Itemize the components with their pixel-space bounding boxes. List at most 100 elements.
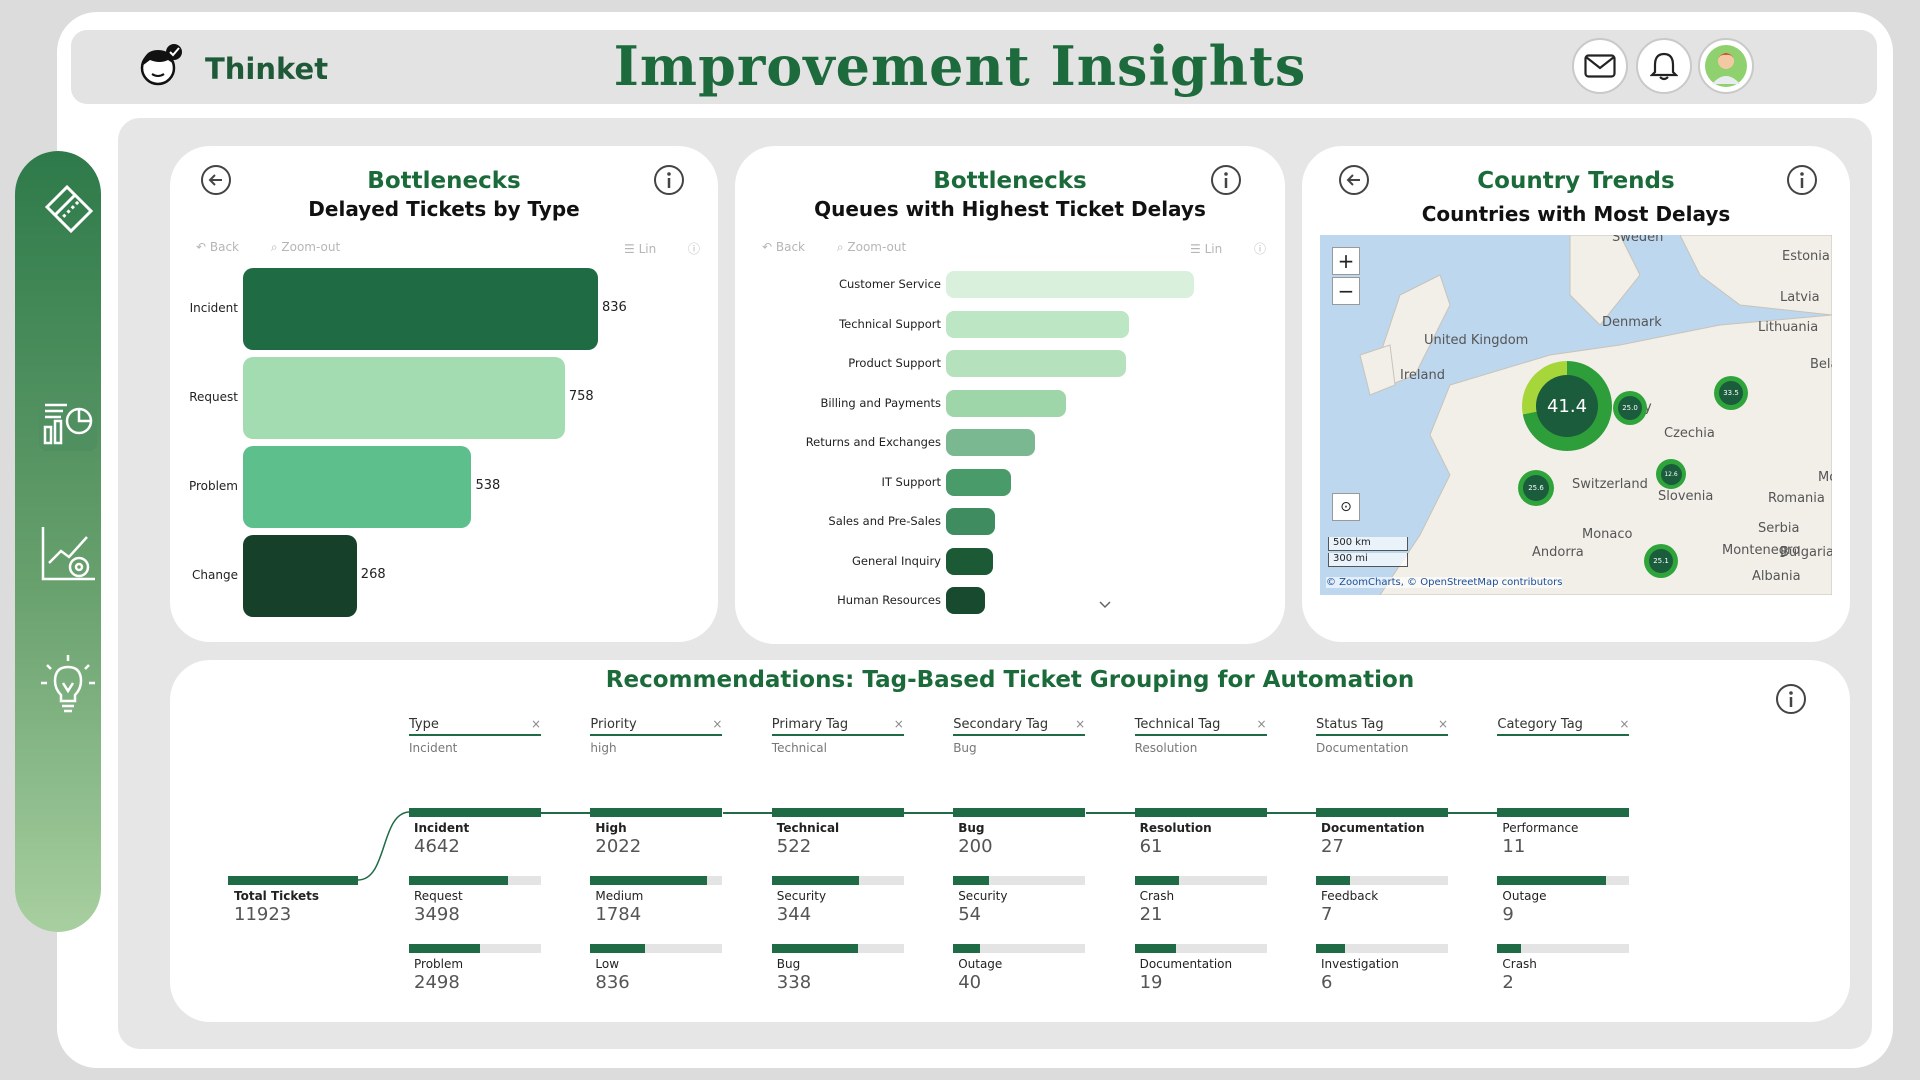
node-bar[interactable] <box>1134 808 1267 817</box>
back-arrow-icon[interactable] <box>1338 164 1370 196</box>
country-cluster-marker[interactable]: 25.0 <box>1613 391 1647 425</box>
node-bar[interactable] <box>1134 944 1267 953</box>
chevron-down-icon[interactable] <box>1098 600 1112 610</box>
back-button[interactable]: ↶ Back <box>196 240 240 254</box>
lightbulb-icon[interactable] <box>37 653 99 715</box>
column-filter-header[interactable]: Priority × <box>590 717 723 736</box>
info-icon[interactable] <box>1210 164 1242 196</box>
help-icon[interactable]: ⓘ <box>688 242 701 256</box>
column-filter-header[interactable]: Category Tag × <box>1497 717 1630 736</box>
node-bar[interactable] <box>1497 808 1630 817</box>
close-icon[interactable]: × <box>1437 717 1448 731</box>
info-icon[interactable] <box>1786 164 1818 196</box>
avatar <box>1705 45 1747 87</box>
zoom-out-button[interactable]: ⌕ Zoom-out <box>836 240 907 254</box>
analytics-dashboard-icon[interactable] <box>37 391 99 453</box>
user-avatar-button[interactable] <box>1698 38 1754 94</box>
node-bar-fill <box>953 876 989 885</box>
bar[interactable] <box>946 389 1066 417</box>
column-filter-header[interactable]: Technical Tag × <box>1134 717 1267 736</box>
country-cluster-marker[interactable]: 33.5 <box>1714 376 1748 410</box>
bar[interactable] <box>946 350 1127 377</box>
node-bar[interactable] <box>1497 944 1630 953</box>
country-map[interactable]: + − ⊙ Sweden Estonia Latvia Lithuania De… <box>1320 235 1832 595</box>
node-label: Bug <box>776 957 801 971</box>
bar[interactable] <box>946 547 993 575</box>
node-bar[interactable] <box>590 944 723 953</box>
bar[interactable] <box>243 357 565 439</box>
growth-settings-icon[interactable] <box>37 523 99 585</box>
column-filter-header[interactable]: Secondary Tag × <box>953 717 1086 736</box>
bar-category-label: General Inquiry <box>852 553 941 568</box>
map-label: Estonia <box>1782 249 1830 264</box>
node-bar[interactable] <box>771 876 904 885</box>
node-bar[interactable] <box>590 876 723 885</box>
info-icon[interactable] <box>653 164 685 196</box>
node-bar[interactable] <box>771 808 904 817</box>
tickets-icon[interactable] <box>37 179 99 241</box>
node-bar[interactable] <box>1316 876 1448 885</box>
close-icon[interactable]: × <box>1619 717 1630 731</box>
node-bar[interactable] <box>1316 808 1448 817</box>
bar[interactable] <box>243 535 357 617</box>
node-bar[interactable] <box>953 808 1086 817</box>
bar[interactable] <box>946 508 996 535</box>
node-label: Problem <box>414 957 464 971</box>
bar[interactable] <box>946 429 1035 456</box>
root-bar <box>228 876 358 885</box>
node-value: 522 <box>776 836 812 857</box>
close-icon[interactable]: × <box>1075 717 1086 731</box>
zoom-in-button[interactable]: + <box>1332 247 1360 275</box>
node-bar[interactable] <box>953 944 1086 953</box>
info-icon[interactable] <box>1775 683 1807 715</box>
node-bar[interactable] <box>1134 876 1267 885</box>
scale-toggle[interactable]: ☰ Lin <box>1190 242 1223 256</box>
lasso-tool-button[interactable]: ⊙ <box>1332 493 1360 521</box>
mail-button[interactable] <box>1572 38 1628 94</box>
node-bar[interactable] <box>590 808 723 817</box>
country-cluster-marker[interactable]: 12.6 <box>1656 459 1686 489</box>
bar-category-label: Change <box>192 568 238 582</box>
node-bar-fill <box>771 944 858 953</box>
bar-value-label: 538 <box>475 478 501 493</box>
node-bar[interactable] <box>1497 876 1630 885</box>
country-cluster-marker[interactable]: 25.6 <box>1518 470 1554 506</box>
map-attribution[interactable]: © ZoomCharts, © OpenStreetMap contributo… <box>1326 577 1563 588</box>
cluster-value: 41.4 <box>1536 375 1598 437</box>
node-bar[interactable] <box>1316 944 1448 953</box>
bar[interactable] <box>946 468 1011 496</box>
node-value: 338 <box>776 972 812 993</box>
notifications-button[interactable] <box>1636 38 1692 94</box>
bar-category-label: Product Support <box>848 356 941 370</box>
node-bar-fill <box>1497 944 1522 953</box>
close-icon[interactable]: × <box>530 717 541 731</box>
node-bar[interactable] <box>771 944 904 953</box>
bar[interactable] <box>243 268 598 350</box>
bar-category-label: Customer Service <box>838 277 941 291</box>
scale-toggle[interactable]: ☰ Lin <box>624 242 657 256</box>
bar[interactable] <box>243 446 472 528</box>
node-bar[interactable] <box>409 876 541 885</box>
back-arrow-icon[interactable] <box>200 164 232 196</box>
node-bar[interactable] <box>409 808 541 817</box>
column-filter-header[interactable]: Type × <box>409 717 541 736</box>
close-icon[interactable]: × <box>1256 717 1267 731</box>
column-selected-value: Incident <box>409 741 458 755</box>
bar-category-label: Incident <box>189 301 238 315</box>
close-icon[interactable]: × <box>712 717 723 731</box>
node-bar[interactable] <box>953 876 1086 885</box>
bar[interactable] <box>946 271 1194 298</box>
node-bar[interactable] <box>409 944 541 953</box>
panel-subtitle: Countries with Most Delays <box>1421 202 1731 226</box>
bar[interactable] <box>946 587 986 614</box>
zoom-out-button[interactable]: − <box>1332 277 1360 305</box>
bar[interactable] <box>946 310 1130 338</box>
column-filter-header[interactable]: Primary Tag × <box>771 717 904 736</box>
zoom-out-button[interactable]: ⌕ Zoom-out <box>270 240 341 254</box>
country-cluster-marker[interactable]: 41.4 <box>1522 361 1612 451</box>
help-icon[interactable]: ⓘ <box>1254 242 1267 256</box>
column-filter-header[interactable]: Status Tag × <box>1316 717 1448 736</box>
close-icon[interactable]: × <box>893 717 904 731</box>
country-cluster-marker[interactable]: 25.1 <box>1644 544 1678 578</box>
back-button[interactable]: ↶ Back <box>762 240 806 254</box>
